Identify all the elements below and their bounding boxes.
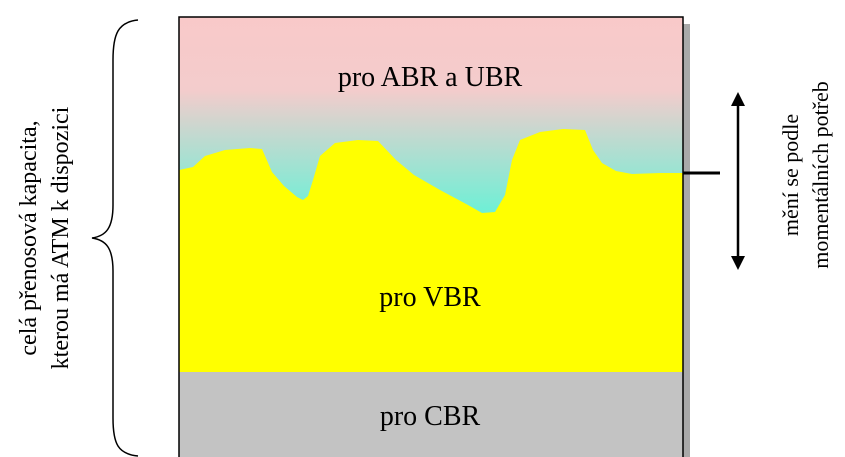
vbr-region [179,129,683,372]
double-arrow-up-head [731,92,745,106]
left-annotation: celá přenosová kapacita, kterou má ATM k… [16,106,74,369]
capacity-box-outline [178,16,684,457]
double-arrow-down-head [731,256,745,270]
left-annotation-line1: celá přenosová kapacita, [16,120,42,355]
vbr-label: pro VBR [379,282,481,313]
cbr-region [179,372,683,457]
cbr-label: pro CBR [380,401,481,432]
left-curly-brace [91,19,139,457]
right-annotation-line2: momentálních potřeb [808,81,833,269]
abr-ubr-label: pro ABR a UBR [338,62,523,93]
left-annotation-line2: kterou má ATM k dispozici [48,106,74,369]
right-annotation-line1: mění se podle [778,114,803,236]
right-annotation: mění se podle momentálních potřeb [778,81,833,269]
